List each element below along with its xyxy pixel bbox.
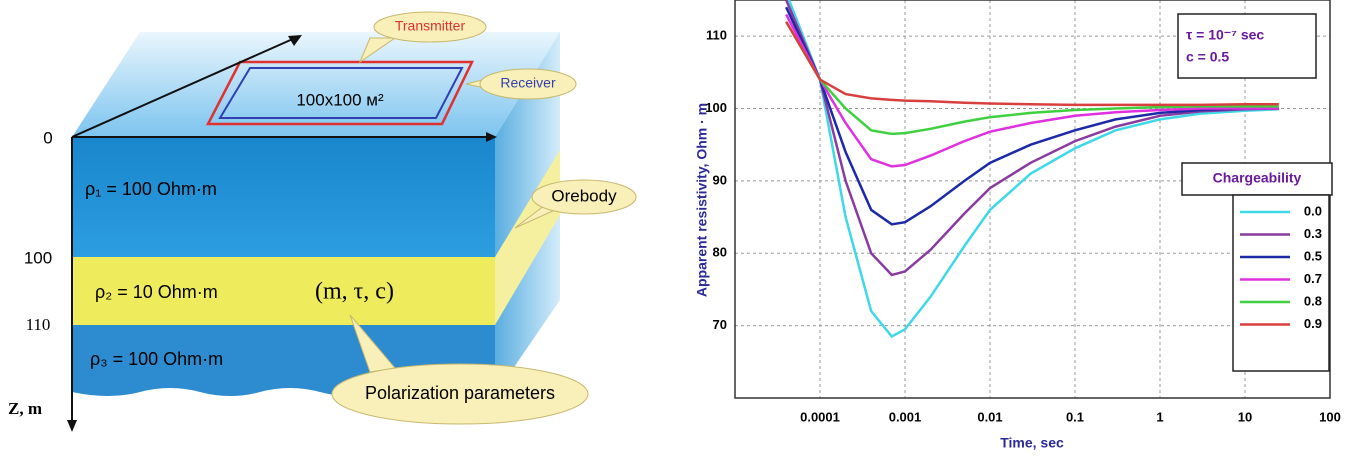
depth-label: 100 bbox=[24, 248, 52, 267]
parameters-label: (m, τ, c) bbox=[315, 279, 394, 305]
legend-label: 0.0 bbox=[1304, 203, 1322, 218]
orebody-label: Orebody bbox=[551, 186, 617, 205]
x-tick-label: 1 bbox=[1156, 409, 1163, 424]
legend-title: Chargeability bbox=[1213, 170, 1302, 186]
x-tick-label: 0.0001 bbox=[800, 409, 840, 424]
figure: 100x100 м² 0 100 110 Z, m ρ₁ = 100 Ohm·m… bbox=[0, 0, 1369, 457]
annotation: c = 0.5 bbox=[1186, 49, 1229, 65]
x-tick-label: 100 bbox=[1319, 409, 1341, 424]
y-tick-label: 100 bbox=[705, 100, 727, 115]
receiver-label: Receiver bbox=[500, 75, 556, 91]
layer-label: ρ₃ = 100 Ohm·m bbox=[90, 349, 223, 369]
y-tick-label: 110 bbox=[706, 28, 727, 43]
x-tick-label: 10 bbox=[1238, 409, 1252, 424]
legend-label: 0.7 bbox=[1304, 271, 1322, 286]
x-tick-label: 0.001 bbox=[889, 409, 922, 424]
transmitter-label: Transmitter bbox=[395, 18, 466, 34]
legend-label: 0.3 bbox=[1304, 226, 1322, 241]
arrow-head bbox=[67, 420, 77, 432]
depth-label: 110 bbox=[26, 315, 51, 334]
y-axis-label: Apparent resistivity, Ohm · m bbox=[694, 103, 710, 297]
y-tick-label: 80 bbox=[713, 245, 727, 260]
loop-label: 100x100 м² bbox=[296, 90, 384, 109]
z-label: Z, m bbox=[8, 399, 42, 418]
legend-label: 0.9 bbox=[1304, 316, 1322, 331]
y-tick-label: 70 bbox=[713, 317, 727, 332]
layer-label: ρ₁ = 100 Ohm·m bbox=[85, 179, 217, 199]
legend-label: 0.5 bbox=[1304, 248, 1322, 263]
x-axis-label: Time, sec bbox=[1000, 435, 1064, 451]
diagram: 100x100 м² 0 100 110 Z, m ρ₁ = 100 Ohm·m… bbox=[8, 12, 636, 432]
x-tick-label: 0.01 bbox=[977, 409, 1002, 424]
x-tick-label: 0.1 bbox=[1066, 409, 1084, 424]
polarization-label: Polarization parameters bbox=[365, 383, 555, 403]
page: 100x100 м² 0 100 110 Z, m ρ₁ = 100 Ohm·m… bbox=[0, 0, 1369, 457]
annotation: τ = 10⁻⁷ sec bbox=[1186, 27, 1264, 43]
layer-label: ρ₂ = 10 Ohm·m bbox=[95, 282, 218, 302]
y-tick-label: 90 bbox=[713, 172, 727, 187]
chart: Apparent resistivity, Ohm · m Time, sec … bbox=[694, 0, 1341, 451]
legend-label: 0.8 bbox=[1304, 293, 1322, 308]
depth-label: 0 bbox=[43, 128, 52, 147]
annotation-box bbox=[1178, 14, 1316, 78]
